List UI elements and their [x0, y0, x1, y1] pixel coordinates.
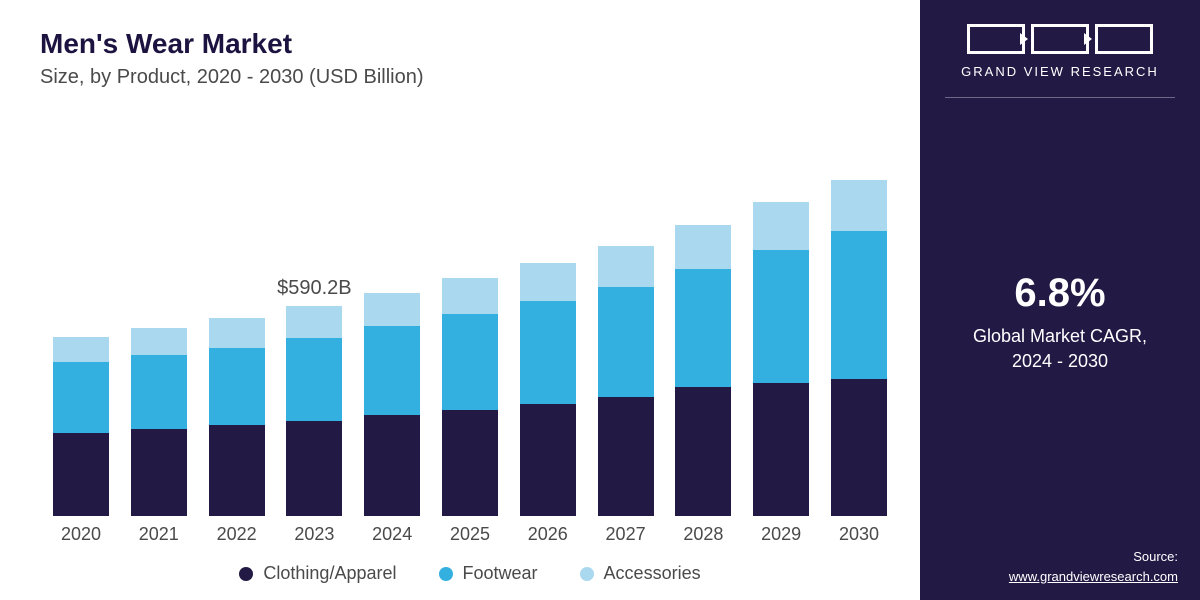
segment-footwear	[831, 231, 887, 379]
bar-2028: 2028	[670, 225, 736, 545]
bar-2026: 2026	[515, 263, 581, 545]
x-label: 2026	[528, 524, 568, 545]
legend-swatch	[239, 567, 253, 581]
infographic: Men's Wear Market Size, by Product, 2020…	[0, 0, 1200, 600]
segment-accessories	[209, 318, 265, 347]
logo-icon	[950, 24, 1170, 54]
segment-accessories	[131, 328, 187, 355]
cagr-value: 6.8%	[1014, 271, 1105, 316]
segment-footwear	[753, 250, 809, 383]
bar-2022: 2022	[204, 318, 270, 545]
bar-2021: 2021	[126, 328, 192, 545]
x-label: 2023	[294, 524, 334, 545]
x-label: 2028	[683, 524, 723, 545]
chart-subtitle: Size, by Product, 2020 - 2030 (USD Billi…	[40, 66, 900, 89]
segment-footwear	[286, 338, 342, 421]
segment-clothingapparel	[53, 433, 109, 516]
segment-footwear	[364, 326, 420, 415]
x-label: 2027	[606, 524, 646, 545]
segment-clothingapparel	[675, 387, 731, 516]
segment-accessories	[598, 246, 654, 287]
segment-footwear	[131, 355, 187, 429]
bar-2027: 2027	[593, 246, 659, 545]
segment-clothingapparel	[831, 379, 887, 516]
value-callout: $590.2B	[269, 277, 359, 300]
legend-label: Accessories	[604, 563, 701, 584]
bar-2023: $590.2B2023	[281, 277, 347, 545]
segment-footwear	[53, 362, 109, 432]
bar-2020: 2020	[48, 337, 114, 545]
side-panel: GRAND VIEW RESEARCH 6.8% Global Market C…	[920, 0, 1200, 600]
bar-container: 202020212022$590.2B202320242025202620272…	[40, 165, 900, 545]
bar-2030: 2030	[826, 180, 892, 545]
segment-accessories	[520, 263, 576, 301]
chart-panel: Men's Wear Market Size, by Product, 2020…	[0, 0, 920, 600]
source: Source: www.grandviewresearch.com	[938, 547, 1182, 586]
bar-2024: 2024	[359, 293, 425, 545]
cagr-block: 6.8% Global Market CAGR, 2024 - 2030	[973, 98, 1147, 547]
segment-accessories	[675, 225, 731, 269]
segment-clothingapparel	[286, 421, 342, 516]
segment-clothingapparel	[364, 415, 420, 516]
x-label: 2029	[761, 524, 801, 545]
legend-item: Footwear	[439, 563, 538, 584]
source-label: Source:	[938, 547, 1178, 567]
segment-footwear	[598, 287, 654, 397]
x-label: 2021	[139, 524, 179, 545]
segment-footwear	[442, 314, 498, 410]
chart-area: 202020212022$590.2B202320242025202620272…	[40, 99, 900, 545]
legend-label: Clothing/Apparel	[263, 563, 396, 584]
legend-swatch	[439, 567, 453, 581]
segment-clothingapparel	[753, 383, 809, 516]
legend-label: Footwear	[463, 563, 538, 584]
brand-logo: GRAND VIEW RESEARCH	[950, 24, 1170, 79]
legend: Clothing/Apparel Footwear Accessories	[40, 563, 900, 584]
x-label: 2020	[61, 524, 101, 545]
bar-2025: 2025	[437, 278, 503, 545]
x-label: 2025	[450, 524, 490, 545]
legend-item: Accessories	[580, 563, 701, 584]
logo-text: GRAND VIEW RESEARCH	[950, 64, 1170, 79]
legend-item: Clothing/Apparel	[239, 563, 396, 584]
segment-footwear	[520, 301, 576, 403]
segment-clothingapparel	[598, 397, 654, 517]
segment-clothingapparel	[442, 410, 498, 516]
chart-title: Men's Wear Market	[40, 28, 900, 60]
legend-swatch	[580, 567, 594, 581]
source-url: www.grandviewresearch.com	[938, 567, 1178, 587]
segment-accessories	[53, 337, 109, 363]
segment-clothingapparel	[131, 429, 187, 516]
segment-clothingapparel	[520, 404, 576, 516]
bar-2029: 2029	[748, 202, 814, 545]
segment-accessories	[364, 293, 420, 326]
segment-accessories	[286, 306, 342, 338]
cagr-label: Global Market CAGR, 2024 - 2030	[973, 324, 1147, 374]
x-label: 2024	[372, 524, 412, 545]
segment-footwear	[209, 348, 265, 426]
segment-footwear	[675, 269, 731, 387]
segment-accessories	[753, 202, 809, 249]
segment-accessories	[442, 278, 498, 314]
segment-accessories	[831, 180, 887, 231]
x-label: 2022	[217, 524, 257, 545]
x-label: 2030	[839, 524, 879, 545]
segment-clothingapparel	[209, 425, 265, 516]
